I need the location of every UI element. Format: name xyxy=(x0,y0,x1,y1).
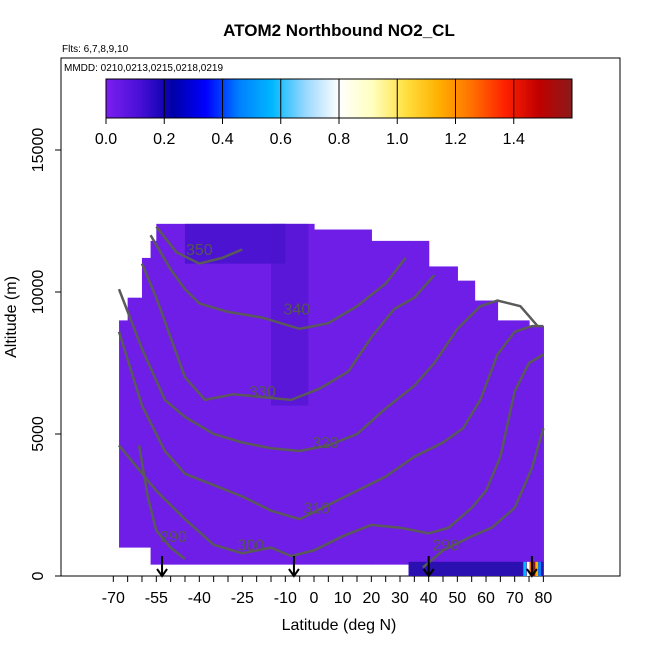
x-tick-label: -40 xyxy=(188,590,211,607)
coverage-column xyxy=(127,297,143,548)
y-axis: 0 5000 10000 15000 xyxy=(30,128,61,580)
x-tick-label: -55 xyxy=(145,590,168,607)
colorbar-tick-label: 0.4 xyxy=(211,131,233,148)
y-axis-label: Altitude (m) xyxy=(3,276,20,358)
flight-arrow xyxy=(156,556,168,578)
contour-label: 320 xyxy=(312,435,339,452)
flights-note: Flts: 6,7,8,9,10 xyxy=(62,44,129,55)
contour-line xyxy=(149,234,407,331)
x-axis-label: Latitude (deg N) xyxy=(282,617,397,634)
x-tick-label: 50 xyxy=(448,590,466,607)
y-tick-label: 0 xyxy=(30,571,47,580)
dates-note: MMDD: 0210,0213,0215,0218,0219 xyxy=(64,63,223,74)
contour-label: 300 xyxy=(238,537,265,554)
x-tick-label: 10 xyxy=(334,590,352,607)
coverage-column xyxy=(119,320,129,548)
coverage-column xyxy=(141,257,152,548)
y-tick-label: 5000 xyxy=(30,416,47,452)
x-tick-label: 80 xyxy=(534,590,552,607)
colorbar-tick-label: 0.8 xyxy=(328,131,350,148)
colorbar-tick-label: 0.0 xyxy=(95,131,117,148)
colorbar-tick-label: 0.6 xyxy=(270,131,292,148)
contour-layer: 290 290 300 310 320 330 340 350 xyxy=(117,225,545,569)
coverage-hotspot-cell xyxy=(532,561,536,576)
x-tick-label: 40 xyxy=(420,590,438,607)
flight-arrow xyxy=(526,556,538,578)
contour-line xyxy=(140,263,436,402)
coverage-hotspot-cell xyxy=(538,561,542,576)
x-tick-label: 20 xyxy=(362,590,380,607)
contour-label: 310 xyxy=(304,501,331,518)
contour-label: 330 xyxy=(249,384,276,401)
contour-line xyxy=(118,353,545,558)
x-tick-label: 60 xyxy=(477,590,495,607)
chart-title: ATOM2 Northbound NO2_CL xyxy=(223,21,455,40)
coverage-dark-band xyxy=(184,223,286,264)
contour-label: 340 xyxy=(283,302,310,319)
contour-line xyxy=(117,324,544,521)
colorbar-tick-label: 1.4 xyxy=(503,131,525,148)
x-tick-label: -25 xyxy=(231,590,254,607)
colorbar-tick-label: 1.2 xyxy=(444,131,466,148)
contour-line xyxy=(137,445,186,560)
contour-label: 350 xyxy=(186,242,213,259)
x-tick-label: 0 xyxy=(310,590,319,607)
contour-label: 290 xyxy=(433,537,460,554)
coverage-column xyxy=(314,229,372,565)
coverage-boundary-layer xyxy=(408,561,544,576)
y-tick-label: 10000 xyxy=(30,270,47,315)
contour-line xyxy=(155,225,243,265)
contour-line xyxy=(117,288,539,453)
coverage-hotspot-cell xyxy=(526,561,530,576)
x-axis: -70 -55 -40 -25 -10 0 10 20 30 40 50 60 70 80 xyxy=(102,576,552,607)
x-tick-label: -10 xyxy=(274,590,297,607)
colorbar: 0.0 0.2 0.4 0.6 0.8 1.0 1.2 1.4 xyxy=(95,78,573,148)
x-tick-label: 70 xyxy=(506,590,524,607)
coverage-hotspot-cell xyxy=(523,561,527,576)
contour-line xyxy=(422,427,545,569)
colorbar-tick-label: 0.2 xyxy=(153,131,175,148)
x-tick-label: -70 xyxy=(102,590,125,607)
coverage-column xyxy=(150,240,157,565)
y-tick-label: 15000 xyxy=(30,128,47,173)
coverage-column xyxy=(408,240,430,576)
contour-label: 290 xyxy=(160,529,187,546)
colorbar-tick-label: 1.0 xyxy=(386,131,408,148)
coverage-dark-band xyxy=(270,223,309,406)
coverage-hotspot-cell xyxy=(535,561,539,576)
x-tick-label: 30 xyxy=(391,590,409,607)
flight-arrow xyxy=(288,556,300,578)
coverage-column xyxy=(371,240,410,565)
coverage-column xyxy=(457,280,476,576)
